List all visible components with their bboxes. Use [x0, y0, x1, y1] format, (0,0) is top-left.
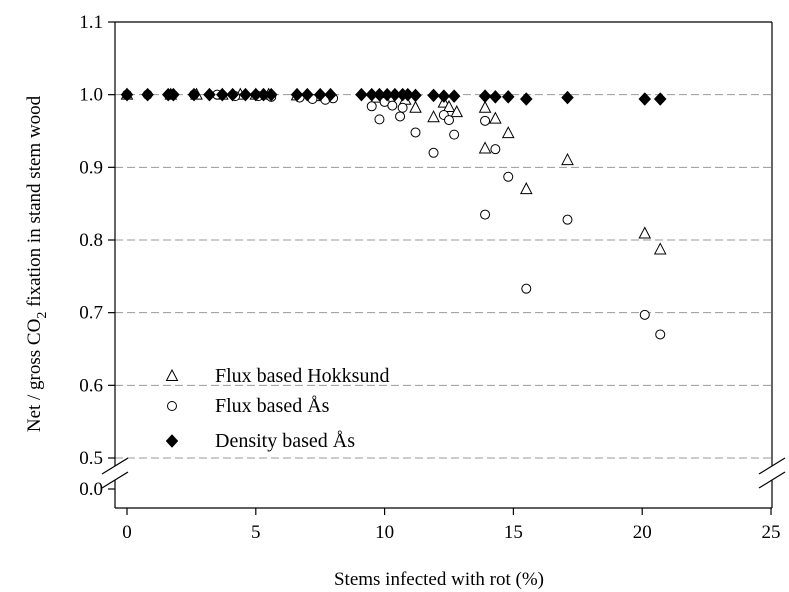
x-tick-label: 10	[375, 522, 394, 543]
y-tick-label: 1.1	[79, 12, 103, 33]
point-as-density	[187, 87, 201, 102]
point-as-flux	[387, 100, 398, 111]
point-as-flux	[374, 114, 385, 125]
legend-marker-hokksund-flux	[165, 368, 179, 381]
y-tick-label: 0.5	[79, 448, 103, 469]
point-as-density	[239, 87, 252, 102]
point-as-density	[355, 87, 368, 102]
y-axis-title-suffix: fixation in stand stem wood	[24, 95, 45, 311]
point-as-flux	[562, 214, 573, 225]
x-tick-label: 25	[762, 522, 781, 543]
y-tick-label: 0.8	[79, 230, 103, 251]
y-tick-label: 0.9	[79, 157, 103, 178]
point-hokksund-flux	[489, 111, 502, 124]
point-as-density	[264, 87, 278, 102]
right-axis-break-mark	[758, 457, 786, 475]
tick-marks	[108, 21, 772, 515]
point-as-density	[120, 87, 134, 102]
point-as-flux	[449, 129, 460, 140]
point-as-density	[409, 88, 422, 103]
legend-label-as-density: Density based Ås	[215, 430, 355, 452]
point-hokksund-flux	[442, 99, 456, 113]
point-hokksund-flux	[427, 110, 440, 123]
y-tick-label: 0.6	[79, 375, 103, 396]
point-as-flux	[490, 144, 501, 155]
axes	[101, 21, 786, 509]
point-as-density	[401, 87, 415, 102]
legend: Flux based Hokksund Flux based Ås Density …	[165, 365, 389, 452]
point-as-density	[561, 90, 574, 105]
point-as-density	[501, 89, 515, 104]
left-axis-break-mark	[101, 457, 129, 475]
legend-label-as-flux: Flux based Ås	[215, 395, 330, 417]
x-tick-label: 15	[504, 522, 523, 543]
point-as-density	[203, 87, 216, 102]
point-as-flux	[444, 115, 454, 126]
legend-marker-as-density	[165, 434, 179, 448]
point-as-flux	[428, 147, 439, 158]
point-as-density	[324, 87, 337, 102]
legend-label-hokksund-flux: Flux based Hokksund	[215, 365, 389, 387]
point-as-density	[226, 87, 239, 102]
tick-labels: 0.0 0.5 0.6 0.7 0.8 0.9 1.0 1.1 0 5 10 15 20 25	[79, 12, 780, 543]
y-axis-title-prefix: Net / gross CO	[24, 319, 45, 432]
legend-marker-as-flux	[167, 401, 177, 411]
data-points	[120, 87, 667, 340]
point-as-flux	[503, 171, 514, 182]
right-axis-break-mark	[758, 471, 786, 489]
point-as-density	[638, 92, 652, 106]
point-as-density	[300, 87, 314, 102]
point-as-flux	[397, 102, 408, 113]
point-as-density	[447, 89, 461, 103]
x-tick-label: 20	[633, 522, 652, 543]
point-as-flux	[366, 101, 377, 112]
point-as-density	[141, 87, 154, 102]
y-axis-title: Net / gross CO2 fixation in stand stem w…	[24, 95, 50, 432]
point-as-density	[437, 89, 451, 103]
point-as-density	[290, 87, 304, 102]
point-hokksund-flux	[501, 126, 515, 139]
point-as-flux	[410, 127, 421, 138]
point-hokksund-flux	[478, 100, 492, 113]
point-as-density	[427, 88, 440, 103]
point-as-density	[489, 89, 502, 104]
point-hokksund-flux	[450, 105, 464, 118]
point-hokksund-flux	[653, 242, 667, 255]
x-axis-title: Stems infected with rot (%)	[334, 569, 544, 590]
point-as-density	[215, 87, 229, 102]
point-as-flux	[639, 309, 650, 320]
point-as-flux	[395, 111, 406, 122]
point-hokksund-flux	[409, 100, 422, 113]
y-axis-title-subscript: 2	[35, 312, 50, 319]
point-hokksund-flux	[478, 141, 492, 154]
point-as-flux	[480, 209, 491, 220]
point-hokksund-flux	[638, 226, 652, 239]
point-hokksund-flux	[519, 182, 533, 195]
point-as-density	[653, 92, 667, 106]
y-tick-label: 1.0	[79, 85, 103, 106]
x-tick-label: 5	[251, 522, 261, 543]
point-as-flux	[655, 329, 666, 340]
point-hokksund-flux	[561, 152, 574, 166]
left-axis-break-mark	[101, 471, 129, 489]
point-as-density	[519, 92, 533, 106]
point-as-flux	[480, 115, 491, 126]
y-tick-label: 0.0	[79, 479, 103, 500]
y-tick-label: 0.7	[79, 303, 103, 324]
point-as-flux	[521, 283, 532, 294]
point-as-density	[478, 89, 492, 103]
grid-lines	[115, 21, 772, 459]
point-as-density	[313, 87, 327, 102]
x-tick-label: 0	[122, 522, 132, 543]
point-as-density	[167, 87, 180, 102]
